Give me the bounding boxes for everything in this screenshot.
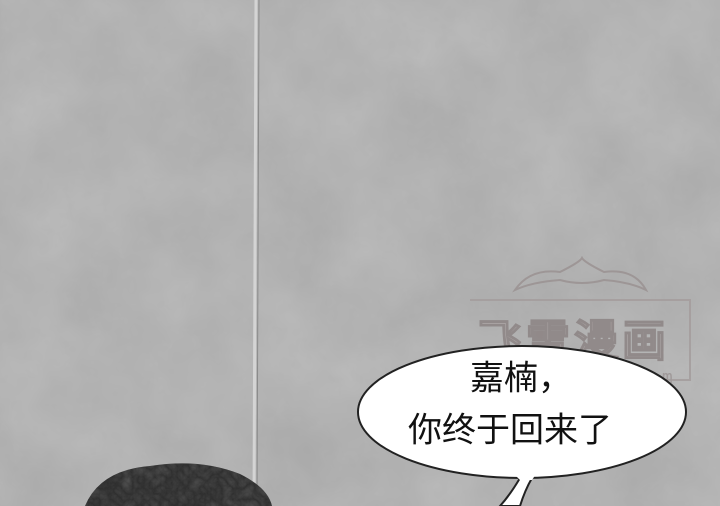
wall-seam: [252, 0, 258, 506]
watermark-ornament: [512, 255, 649, 293]
character-hair-texture: [85, 463, 272, 506]
bubble-tail: [498, 477, 534, 506]
speech-bubble: 嘉楠， 你终于回来了: [357, 345, 687, 506]
speech-line: 你终于回来了: [408, 411, 612, 451]
wall-seam-shadow: [256, 0, 260, 506]
bubble-joint: [514, 474, 536, 480]
speech-line: 嘉楠，: [470, 359, 572, 399]
